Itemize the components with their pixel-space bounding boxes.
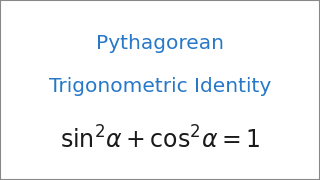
Text: Trigonometric Identity: Trigonometric Identity bbox=[49, 77, 271, 96]
Text: $\sin^2\!\alpha + \cos^2\!\alpha = 1$: $\sin^2\!\alpha + \cos^2\!\alpha = 1$ bbox=[60, 127, 260, 154]
Text: Pythagorean: Pythagorean bbox=[96, 34, 224, 53]
